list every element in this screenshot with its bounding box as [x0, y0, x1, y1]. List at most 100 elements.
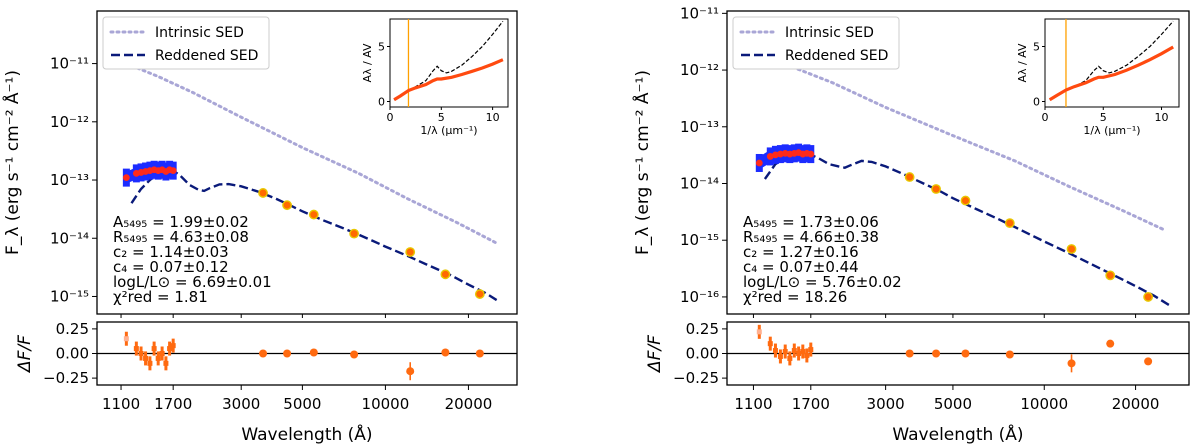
fit-parameter-label: c₄ = 0.07±0.44: [743, 258, 859, 276]
photometry-point: [405, 247, 416, 257]
x-tick-label: 5000: [934, 395, 972, 413]
fit-parameter-label: logL/L⊙ = 5.76±0.02: [743, 273, 902, 291]
residual-point: [1067, 359, 1076, 368]
x-tick-label: 3000: [867, 395, 905, 413]
y-axis-label: F_λ (erg s⁻¹ cm⁻² Å⁻¹): [1, 70, 23, 255]
y-tick-label: 10⁻¹⁵: [680, 231, 719, 249]
residual-point: [787, 355, 793, 361]
x-tick-label: 5000: [283, 395, 321, 413]
photometry-point: [258, 188, 268, 198]
inset-plot-area: [393, 19, 504, 107]
photometry-point: [349, 228, 360, 239]
residual-point: [791, 348, 797, 354]
uv-spectrum-point: [772, 151, 779, 159]
inset-x-tick-label: 10: [486, 111, 500, 124]
photometry-point: [960, 195, 971, 206]
inset-x-tick-label: 10: [1155, 111, 1169, 124]
residual-point: [756, 329, 762, 335]
photometry-point: [931, 184, 941, 194]
intrinsic-sed-line: [124, 62, 497, 244]
y-tick-label: 10⁻¹²: [680, 61, 719, 79]
inset-x-tick-label: 0: [387, 111, 394, 124]
residual-point: [143, 355, 149, 361]
legend-label-reddened: Reddened SED: [155, 48, 258, 64]
legend-label-intrinsic: Intrinsic SED: [785, 25, 874, 41]
fit-parameter-label: R₅₄₉₅ = 4.66±0.38: [743, 228, 879, 246]
x-tick-label: 3000: [222, 395, 260, 413]
y-tick-label: 10⁻¹⁶: [680, 288, 719, 306]
x-tick-label: 20000: [445, 395, 493, 413]
photometry-point: [440, 269, 451, 280]
residual-point: [151, 346, 157, 352]
y-tick-label: 10⁻¹⁴: [680, 174, 719, 192]
main-axes-frame: [96, 10, 518, 315]
fit-parameter-label: R₅₄₉₅ = 4.63±0.08: [113, 228, 249, 246]
residual-point: [123, 336, 129, 342]
residual-point: [259, 349, 268, 358]
residual-point: [767, 341, 773, 347]
fit-parameter-label: c₂ = 1.27±0.16: [743, 243, 859, 261]
x-axis-label: Wavelength (Å): [892, 423, 1023, 445]
residual-point: [1106, 339, 1115, 348]
intrinsic-sed-line: [757, 51, 1167, 232]
photometry-point: [1066, 244, 1077, 254]
inset-y-tick-label: 5: [1033, 41, 1040, 54]
residual-y-tick-label: −0.25: [673, 369, 719, 387]
residual-point: [133, 346, 139, 352]
residual-point: [475, 349, 484, 358]
fit-parameter-label: A₅₄₉₅ = 1.73±0.06: [743, 213, 879, 231]
residual-point: [155, 355, 161, 361]
residual-point: [163, 360, 169, 366]
inset-fit-curve: [1048, 45, 1174, 102]
residual-point: [309, 348, 318, 357]
uv-spectrum-point: [766, 153, 774, 160]
residual-y-axis-label: ΔF/F: [15, 335, 35, 374]
inset-x-tick-label: 5: [1100, 111, 1107, 124]
panel-2: 10⁻¹⁶ 10⁻¹⁵ 10⁻¹⁴ 10⁻¹³ 10⁻¹² 10⁻¹¹ 1100 1700 30…: [631, 4, 1190, 445]
y-tick-label: 10⁻¹⁴: [50, 229, 89, 247]
legend-label-intrinsic: Intrinsic SED: [155, 25, 244, 41]
y-tick-label: 10⁻¹³: [50, 171, 89, 189]
x-tick-label: 1100: [734, 395, 772, 413]
residual-point: [170, 343, 176, 349]
photometry-point: [1105, 270, 1116, 281]
legend-label-reddened: Reddened SED: [785, 48, 888, 64]
residual-point: [350, 350, 359, 359]
residual-point: [138, 351, 144, 356]
inset-plot-area: [1048, 19, 1174, 107]
residual-point: [167, 346, 173, 352]
residual-point: [147, 360, 153, 366]
residual-point: [932, 349, 941, 358]
inset-x-axis-label: 1/λ (μm⁻¹): [420, 124, 477, 137]
inset-x-tick-label: 0: [1042, 111, 1049, 124]
photometry-point: [308, 209, 319, 220]
inset-frame: [389, 18, 509, 108]
y-tick-label: 10⁻¹¹: [680, 4, 719, 22]
residual-point: [772, 348, 778, 354]
residual-point: [406, 367, 415, 376]
inset-y-tick-label: 5: [378, 41, 385, 54]
residual-point: [1144, 357, 1153, 366]
x-tick-label: 20000: [1112, 395, 1160, 413]
residual-y-tick-label: 0.00: [56, 345, 89, 363]
fit-parameter-label: c₄ = 0.07±0.12: [113, 258, 229, 276]
residual-point: [777, 353, 783, 359]
y-tick-label: 10⁻¹³: [680, 118, 719, 136]
residual-point: [441, 348, 450, 357]
residual-point: [159, 351, 165, 356]
inset-x-axis-label: 1/λ (μm⁻¹): [1083, 124, 1140, 137]
photometry-point: [904, 172, 915, 182]
residual-y-tick-label: 0.25: [56, 320, 89, 338]
uv-spectrum-point: [807, 150, 815, 158]
y-tick-label: 10⁻¹¹: [50, 55, 89, 73]
inset-x-tick-label: 5: [438, 111, 445, 124]
fit-parameter-label: χ²red = 18.26: [743, 288, 847, 306]
residual-point: [804, 352, 810, 358]
y-tick-label: 10⁻¹²: [50, 113, 89, 131]
inset-fit-curve: [393, 58, 504, 102]
uv-spectrum-point: [755, 159, 763, 167]
y-axis-label: F_λ (erg s⁻¹ cm⁻² Å⁻¹): [631, 70, 653, 255]
residual-y-tick-label: 0.25: [686, 320, 719, 338]
main-plot-area: [122, 62, 501, 304]
residual-y-tick-label: 0.00: [686, 345, 719, 363]
